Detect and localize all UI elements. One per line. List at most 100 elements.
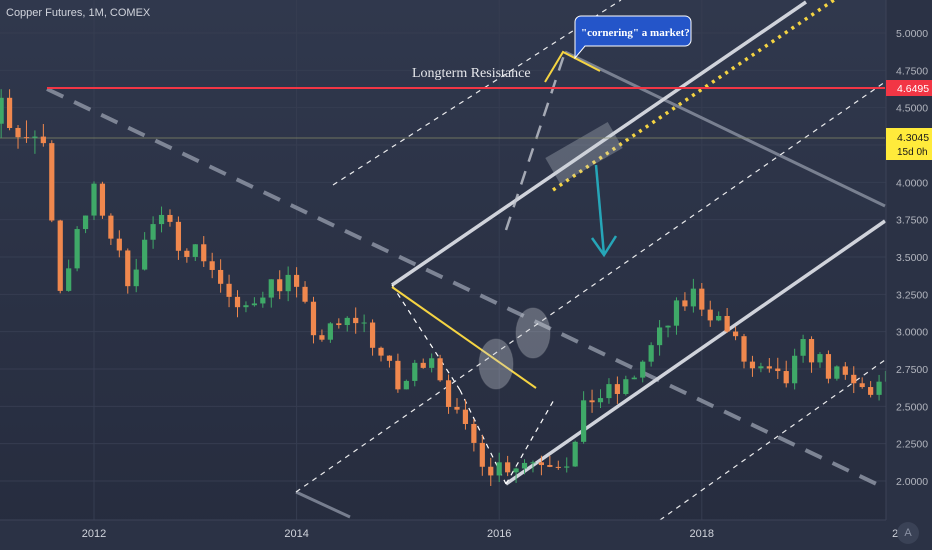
candle-body — [538, 462, 545, 466]
candle-body — [158, 214, 165, 225]
candle-body — [834, 366, 840, 379]
time-tick-label: 2016 — [487, 528, 511, 540]
price-tick-label: 4.5000 — [896, 103, 928, 115]
tradingview-logo[interactable]: A — [897, 522, 919, 544]
channel-upper-line — [391, 0, 807, 287]
candle-body — [277, 279, 283, 292]
candle-body — [327, 323, 333, 340]
candle-body — [268, 279, 274, 298]
candle-body — [437, 358, 443, 381]
candle-body — [23, 137, 30, 139]
candle-body — [167, 214, 173, 222]
price-tick-label: 3.2500 — [896, 289, 928, 301]
lower-downtrend-segment — [295, 490, 351, 519]
candle-body — [0, 97, 4, 124]
resistance-price-badge — [886, 80, 932, 96]
candle-body — [623, 379, 629, 394]
candle-body — [682, 300, 688, 307]
price-tick-label: 2.5000 — [896, 401, 928, 413]
yellow-dotted-line — [552, 0, 835, 192]
candle-body — [716, 315, 722, 321]
candle-body — [648, 345, 654, 362]
candle-body — [808, 339, 815, 363]
price-tick-label: 3.7500 — [896, 215, 928, 227]
countdown-text: 15d 0h — [897, 147, 928, 158]
candle-body — [192, 244, 198, 257]
candle-body — [336, 323, 342, 326]
candle-body — [420, 362, 426, 368]
candle-body — [403, 380, 409, 390]
price-axis-ticks: 2.0000 2.2500 2.5000 2.7500 3.0000 3.2500 3.50… — [896, 28, 928, 488]
candle-body — [673, 300, 680, 326]
candle-body — [369, 322, 376, 348]
candle-body — [445, 380, 452, 407]
candle-body — [732, 331, 739, 337]
breakout-circle-2 — [515, 307, 551, 359]
fork-handle-up — [391, 284, 461, 391]
candle-body — [285, 274, 291, 292]
candle-body — [572, 441, 578, 467]
candle-body — [640, 361, 646, 378]
candle-body — [49, 143, 55, 221]
channel-lower-line — [505, 219, 886, 486]
candle-body — [555, 466, 561, 468]
candle-body — [547, 465, 553, 467]
yellow-peak-lines — [544, 50, 601, 83]
candle-body — [184, 250, 190, 257]
candle-body — [597, 398, 604, 403]
candle-body — [66, 268, 72, 291]
time-tick-label: 2014 — [284, 528, 308, 540]
price-tick-label: 2.0000 — [896, 476, 928, 488]
price-tick-label: 4.7500 — [896, 65, 928, 77]
candle-body — [581, 400, 587, 442]
resistance-price-text: 4.6495 — [897, 83, 929, 95]
candle-body — [505, 462, 511, 473]
candle-body — [800, 339, 806, 356]
candle-body — [530, 462, 536, 464]
callout-box: "cornering" a market? — [574, 15, 692, 60]
candle-body — [741, 336, 747, 362]
candle-body — [386, 355, 393, 361]
candle-body — [707, 309, 713, 321]
candle-body — [454, 406, 460, 410]
candle-body — [817, 354, 823, 363]
candle-body — [116, 238, 122, 251]
channel-bottom-dashed — [659, 359, 886, 521]
candle-body — [471, 423, 477, 443]
candle-body — [294, 274, 300, 287]
candle-body — [792, 355, 798, 384]
candle-body — [395, 360, 401, 390]
candle-body — [876, 381, 882, 395]
candle-body — [749, 361, 756, 369]
candle-body — [614, 384, 620, 394]
down-arrow-shaft — [594, 164, 606, 256]
candle-body — [690, 288, 696, 307]
callout-text: "cornering" a market? — [581, 27, 690, 39]
price-tick-label: 3.5000 — [896, 252, 928, 264]
price-tick-label: 2.2500 — [896, 439, 928, 451]
candle-body — [513, 468, 519, 473]
candle-body — [251, 303, 257, 306]
candle-body — [521, 462, 528, 469]
candle-body — [378, 347, 384, 356]
candle-body — [125, 250, 131, 287]
candle-body — [218, 269, 224, 284]
down-arrow-head — [590, 235, 618, 258]
candle-body — [302, 286, 308, 302]
price-tick-label: 4.0000 — [896, 177, 928, 189]
candle-body — [40, 136, 46, 144]
candle-body — [656, 327, 663, 346]
candle-body — [479, 442, 485, 467]
price-tick-label: 5.0000 — [896, 28, 928, 40]
candle-body — [488, 466, 494, 476]
candle-body — [82, 215, 89, 230]
fork-top-dashed — [504, 51, 567, 231]
candle-body — [74, 229, 80, 269]
drawings-layer — [0, 0, 886, 521]
candle-body — [344, 317, 350, 326]
candle-body — [310, 301, 317, 336]
candle-body — [868, 387, 874, 395]
candle-body — [783, 371, 789, 384]
candle-body — [564, 466, 570, 468]
